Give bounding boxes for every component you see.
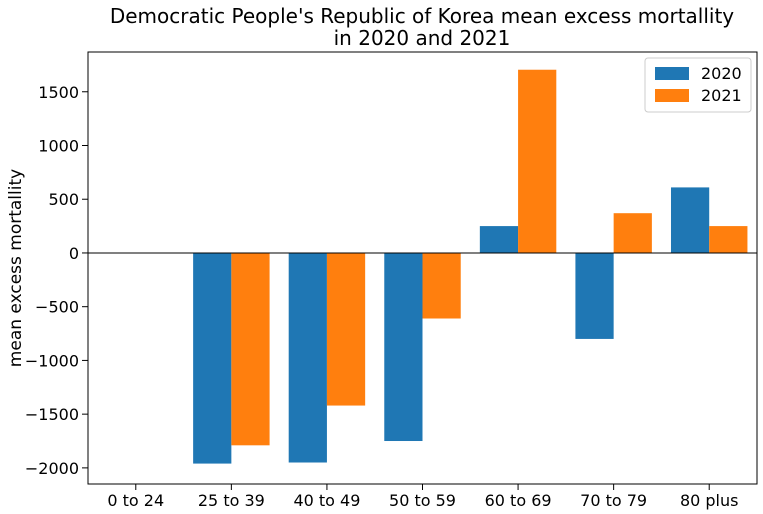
x-tick-label: 0 to 24 [107,491,164,510]
plot-frame [87,51,758,485]
x-tick-label: 60 to 69 [485,491,552,510]
bar-2020-4 [479,226,519,253]
bar-2021-2 [326,252,366,406]
bar-2021-6 [709,226,748,253]
bar-2021-4 [518,69,557,253]
bar-2021-3 [422,252,461,319]
x-tick-label: 70 to 79 [580,491,647,510]
legend-swatch-2021 [655,89,689,102]
bar-2020-5 [575,252,614,339]
legend-label-2021: 2021 [701,86,742,105]
chart-title-line-2: in 2020 and 2021 [334,26,511,50]
x-tick-label: 80 plus [680,491,739,510]
plot-area: −2000 −1500 −1000 −500 0 500 1000 1500 0 to 24 25… [25,51,758,510]
bar-2020-1 [193,252,232,464]
y-tick-label: 1000 [38,136,79,155]
bar-2020-3 [384,252,423,442]
y-tick-label: 500 [48,190,79,209]
x-tick-label: 25 to 39 [198,491,265,510]
legend: 2020 2021 [644,57,752,113]
bar-2021-5 [613,213,652,253]
bar-2020-2 [288,252,327,463]
x-tick-label: 50 to 59 [389,491,456,510]
y-tick-label: −1500 [25,405,79,424]
bar-2021-1 [231,252,270,446]
y-axis-label: mean excess mortallity [6,169,26,367]
legend-label-2020: 2020 [701,64,742,83]
y-tick-label: 1500 [38,83,79,102]
chart-title: Democratic People's Republic of Korea me… [110,4,734,50]
x-tick-label: 40 to 49 [293,491,360,510]
legend-swatch-2020 [655,67,689,80]
y-tick-label: 0 [69,244,79,263]
y-tick-label: −2000 [25,459,79,478]
y-tick-label: −500 [35,298,79,317]
bar-2020-6 [670,187,710,253]
y-tick-label: −1000 [25,351,79,370]
chart-title-line-1: Democratic People's Republic of Korea me… [110,4,734,28]
